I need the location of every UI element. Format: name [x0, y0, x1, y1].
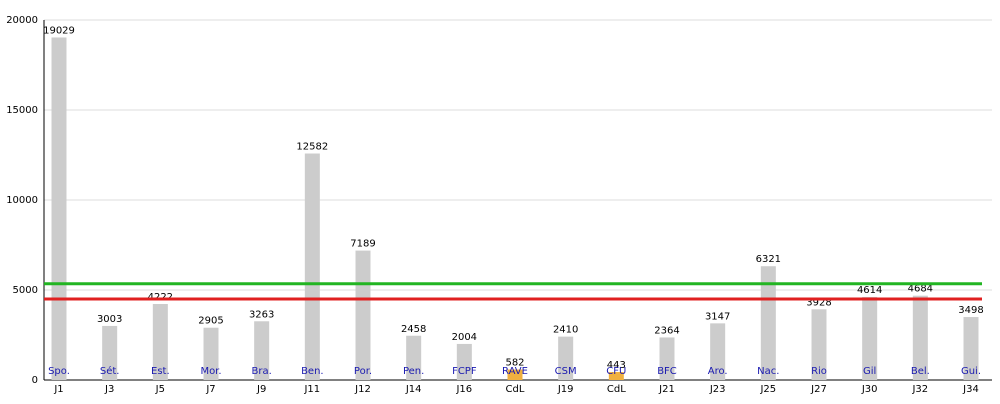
opponent-label: Ben. [301, 366, 324, 377]
x-tick-label: J14 [405, 384, 422, 395]
bar [912, 295, 928, 380]
bar [811, 309, 827, 380]
opponent-label: Sét. [100, 365, 120, 377]
value-label: 7189 [350, 239, 375, 250]
value-label: 3003 [97, 314, 122, 325]
bar [304, 153, 320, 380]
bar [456, 343, 472, 380]
opponent-label: Nac. [757, 366, 779, 377]
value-label: 4614 [857, 285, 882, 296]
x-tick-label: J3 [104, 384, 114, 395]
y-tick-label: 10000 [6, 195, 38, 206]
x-tick-label: J32 [911, 384, 928, 395]
x-tick-label: J34 [962, 384, 979, 395]
x-tick-label: J19 [557, 384, 574, 395]
x-tick-label: J27 [810, 384, 827, 395]
bar [558, 336, 574, 380]
value-label: 2905 [198, 316, 223, 327]
value-label: 2004 [452, 332, 477, 343]
x-tick-label: J16 [455, 384, 472, 395]
value-label: 582 [505, 358, 524, 369]
value-label: 2410 [553, 325, 578, 336]
x-tick-label: CdL [607, 384, 626, 395]
bar [760, 266, 776, 380]
opponent-label: Rio [811, 366, 827, 377]
bar [355, 250, 371, 380]
x-tick-label: J23 [709, 384, 726, 395]
x-tick-label: J25 [759, 384, 776, 395]
opponent-label: Bel. [911, 366, 930, 377]
value-label: 443 [607, 360, 626, 371]
value-label: 19029 [43, 25, 75, 36]
opponent-label: Por. [354, 366, 372, 377]
opponent-label: Aro. [708, 366, 728, 377]
x-tick-label: J9 [256, 384, 266, 395]
bar [963, 317, 979, 380]
y-tick-label: 15000 [6, 105, 38, 116]
opponent-label: RAVE [502, 366, 528, 377]
x-tick-label: J1 [53, 384, 63, 395]
y-tick-label: 20000 [6, 15, 38, 26]
opponent-label: BFC [657, 366, 677, 377]
opponent-label: CSM [555, 366, 577, 377]
value-label: 6321 [756, 254, 781, 265]
bar [203, 327, 219, 380]
value-label: 2458 [401, 324, 426, 335]
opponent-label: FCPF [452, 366, 477, 377]
x-tick-label: J7 [205, 384, 215, 395]
opponent-label: Bra. [252, 366, 272, 377]
opponent-label: Est. [151, 366, 170, 377]
x-tick-label: J21 [658, 384, 675, 395]
value-label: 12582 [296, 142, 328, 153]
bar [862, 296, 878, 380]
bar [507, 369, 523, 380]
bar [102, 325, 118, 380]
opponent-label: Mor. [200, 366, 221, 377]
value-label: 3928 [806, 297, 831, 308]
opponent-label: Gui. [961, 366, 981, 377]
value-label: 3498 [958, 305, 983, 316]
value-label: 3147 [705, 311, 730, 322]
bar [254, 321, 270, 380]
bar [152, 304, 168, 380]
x-tick-label: J5 [155, 384, 165, 395]
value-label: 4684 [908, 284, 933, 295]
value-label: 3263 [249, 309, 274, 320]
x-tick-label: J12 [354, 384, 371, 395]
opponent-label: CFU [606, 366, 626, 377]
opponent-label: Spo. [48, 366, 70, 377]
bar [608, 372, 624, 380]
opponent-label: Gil [863, 366, 876, 377]
y-tick-label: 0 [32, 375, 38, 386]
bar [51, 37, 67, 381]
x-tick-label: J30 [861, 384, 878, 395]
opponent-label: Pen. [403, 366, 424, 377]
bar [406, 335, 422, 380]
bar [710, 323, 726, 380]
x-tick-label: CdL [506, 384, 525, 395]
x-tick-label: J11 [303, 384, 320, 395]
value-label: 2364 [654, 325, 679, 336]
bar [659, 337, 675, 380]
y-tick-label: 5000 [13, 285, 38, 296]
